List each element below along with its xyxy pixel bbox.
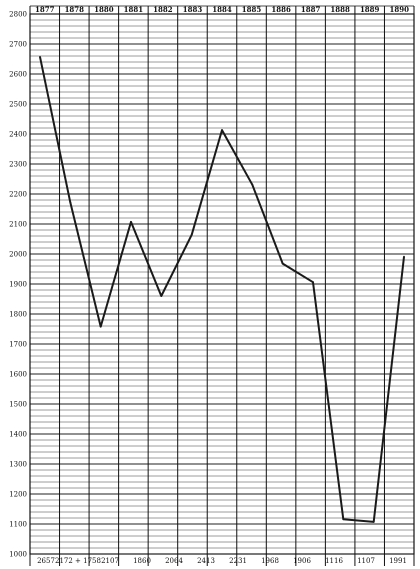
value-label: 1991 bbox=[389, 557, 407, 565]
value-label: 1116 bbox=[325, 557, 343, 565]
y-axis-ticks: 1000 1100 1200 1300 1400 1500 1600 1700 1800 1900… bbox=[9, 11, 27, 559]
data-point bbox=[190, 233, 193, 236]
y-tick-label: 1900 bbox=[9, 281, 27, 289]
data-point bbox=[312, 281, 314, 284]
y-tick-label: 1800 bbox=[9, 311, 27, 319]
year-label: 1890 bbox=[389, 5, 409, 14]
value-label: 1860 bbox=[133, 557, 151, 565]
y-tick-label: 1300 bbox=[9, 461, 27, 469]
year-label: 1884 bbox=[212, 5, 232, 14]
x-axis-year-labels: 1877 1878 1880 1881 1882 1883 1884 1885 1886 1887… bbox=[35, 5, 409, 14]
year-label: 1882 bbox=[153, 5, 173, 14]
year-label: 1885 bbox=[242, 5, 262, 14]
y-tick-label: 2800 bbox=[9, 11, 27, 19]
data-series bbox=[39, 56, 405, 523]
y-tick-label: 2200 bbox=[9, 191, 27, 199]
y-tick-label: 2100 bbox=[9, 221, 27, 229]
data-point bbox=[403, 255, 405, 258]
y-tick-label: 1700 bbox=[9, 341, 27, 349]
y-tick-label: 2500 bbox=[9, 101, 27, 109]
data-point bbox=[372, 521, 375, 523]
data-point bbox=[160, 295, 163, 297]
data-point bbox=[281, 262, 284, 265]
y-tick-label: 1000 bbox=[9, 551, 27, 559]
y-tick-label: 1200 bbox=[9, 491, 27, 499]
y-tick-label: 1100 bbox=[9, 521, 27, 529]
year-label: 1887 bbox=[301, 5, 321, 14]
year-label: 1880 bbox=[94, 5, 114, 14]
year-label: 1883 bbox=[183, 5, 203, 14]
data-point bbox=[39, 56, 41, 58]
value-label: 1107 bbox=[357, 557, 375, 565]
y-tick-label: 1600 bbox=[9, 371, 27, 379]
value-label: 2413 bbox=[197, 557, 215, 565]
y-tick-label: 1500 bbox=[9, 401, 27, 409]
data-point bbox=[221, 129, 223, 132]
y-tick-label: 2700 bbox=[9, 41, 27, 49]
data-point bbox=[342, 518, 345, 521]
x-axis-value-labels: 2657 2172 + 1758 2107 1860 2064 2413 2231 1968 1… bbox=[37, 557, 407, 565]
year-label: 1889 bbox=[360, 5, 380, 14]
year-label: 1878 bbox=[65, 5, 85, 14]
value-label: 1906 bbox=[293, 557, 311, 565]
year-label: 1881 bbox=[124, 5, 144, 14]
value-label: 2172 + 1758 bbox=[55, 557, 101, 565]
y-tick-label: 2300 bbox=[9, 161, 27, 169]
data-point bbox=[251, 183, 254, 186]
y-tick-label: 2400 bbox=[9, 131, 27, 139]
value-label: 2064 bbox=[165, 557, 183, 565]
year-label: 1877 bbox=[35, 5, 55, 14]
data-point bbox=[130, 221, 132, 223]
value-label: 1968 bbox=[261, 557, 279, 565]
value-label: 2107 bbox=[101, 557, 119, 565]
y-tick-label: 2000 bbox=[9, 251, 27, 259]
value-label: 2231 bbox=[229, 557, 247, 565]
y-tick-label: 1400 bbox=[9, 431, 27, 439]
data-point bbox=[69, 201, 72, 204]
data-point bbox=[99, 325, 102, 328]
year-label: 1888 bbox=[330, 5, 350, 14]
year-label: 1886 bbox=[271, 5, 291, 14]
grid bbox=[29, 5, 415, 566]
y-tick-label: 2600 bbox=[9, 71, 27, 79]
value-label: 2657 bbox=[37, 557, 55, 565]
